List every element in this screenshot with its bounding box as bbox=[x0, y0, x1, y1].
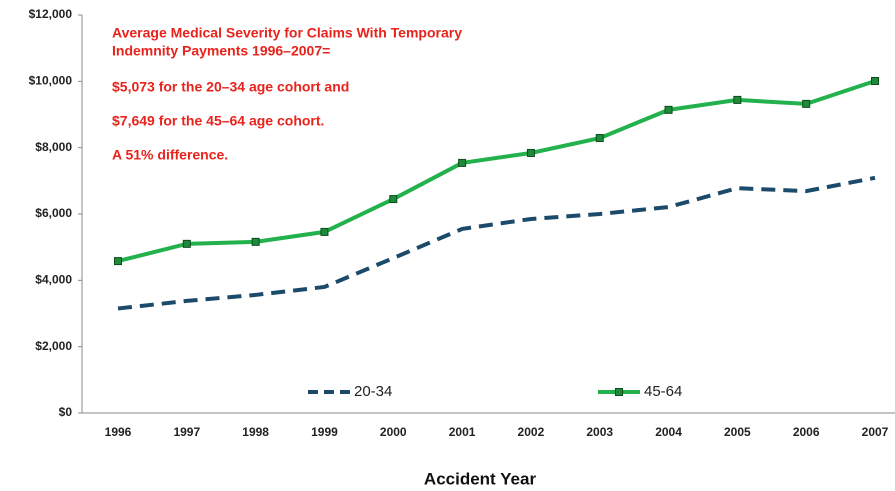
x-tick-label: 2003 bbox=[586, 425, 613, 439]
marker bbox=[802, 99, 811, 108]
x-tick-label: 2007 bbox=[862, 425, 889, 439]
marker bbox=[251, 237, 260, 246]
marker bbox=[389, 195, 398, 204]
marker bbox=[320, 227, 329, 236]
annotation: Average Medical Severity for Claims With… bbox=[112, 25, 462, 41]
y-tick-label: $4,000 bbox=[35, 273, 72, 287]
y-tick-label: $10,000 bbox=[29, 74, 73, 88]
x-tick-label: 2002 bbox=[518, 425, 545, 439]
marker bbox=[733, 95, 742, 104]
y-tick-label: $8,000 bbox=[35, 140, 72, 154]
x-tick-label: 2000 bbox=[380, 425, 407, 439]
series-line bbox=[117, 79, 876, 264]
legend-label: 45-64 bbox=[644, 383, 682, 400]
marker bbox=[182, 239, 191, 248]
marker bbox=[664, 105, 673, 114]
y-tick-label: $2,000 bbox=[35, 339, 72, 353]
legend-label: 20-34 bbox=[354, 383, 392, 400]
x-tick-label: 2004 bbox=[655, 425, 682, 439]
annotation: A 51% difference. bbox=[112, 147, 228, 163]
x-tick-label: 1997 bbox=[173, 425, 200, 439]
marker bbox=[114, 257, 122, 266]
y-tick-label: $6,000 bbox=[35, 206, 72, 220]
marker bbox=[458, 158, 467, 167]
x-axis-label: Accident Year bbox=[424, 469, 537, 488]
marker bbox=[526, 148, 535, 157]
marker bbox=[871, 77, 879, 86]
x-tick-label: 2006 bbox=[793, 425, 820, 439]
x-tick-label: 1999 bbox=[311, 425, 338, 439]
x-tick-label: 2001 bbox=[449, 425, 476, 439]
annotation: $7,649 for the 45–64 age cohort. bbox=[112, 113, 324, 129]
annotation: $5,073 for the 20–34 age cohort and bbox=[112, 79, 349, 95]
series-line bbox=[117, 175, 876, 311]
legend-marker bbox=[615, 388, 623, 396]
annotation: Indemnity Payments 1996–2007= bbox=[112, 43, 330, 59]
y-tick-label: $12,000 bbox=[29, 7, 73, 21]
y-tick-label: $0 bbox=[59, 405, 73, 419]
marker bbox=[595, 134, 604, 143]
x-tick-label: 2005 bbox=[724, 425, 751, 439]
x-tick-label: 1998 bbox=[242, 425, 269, 439]
x-tick-label: 1996 bbox=[105, 425, 132, 439]
